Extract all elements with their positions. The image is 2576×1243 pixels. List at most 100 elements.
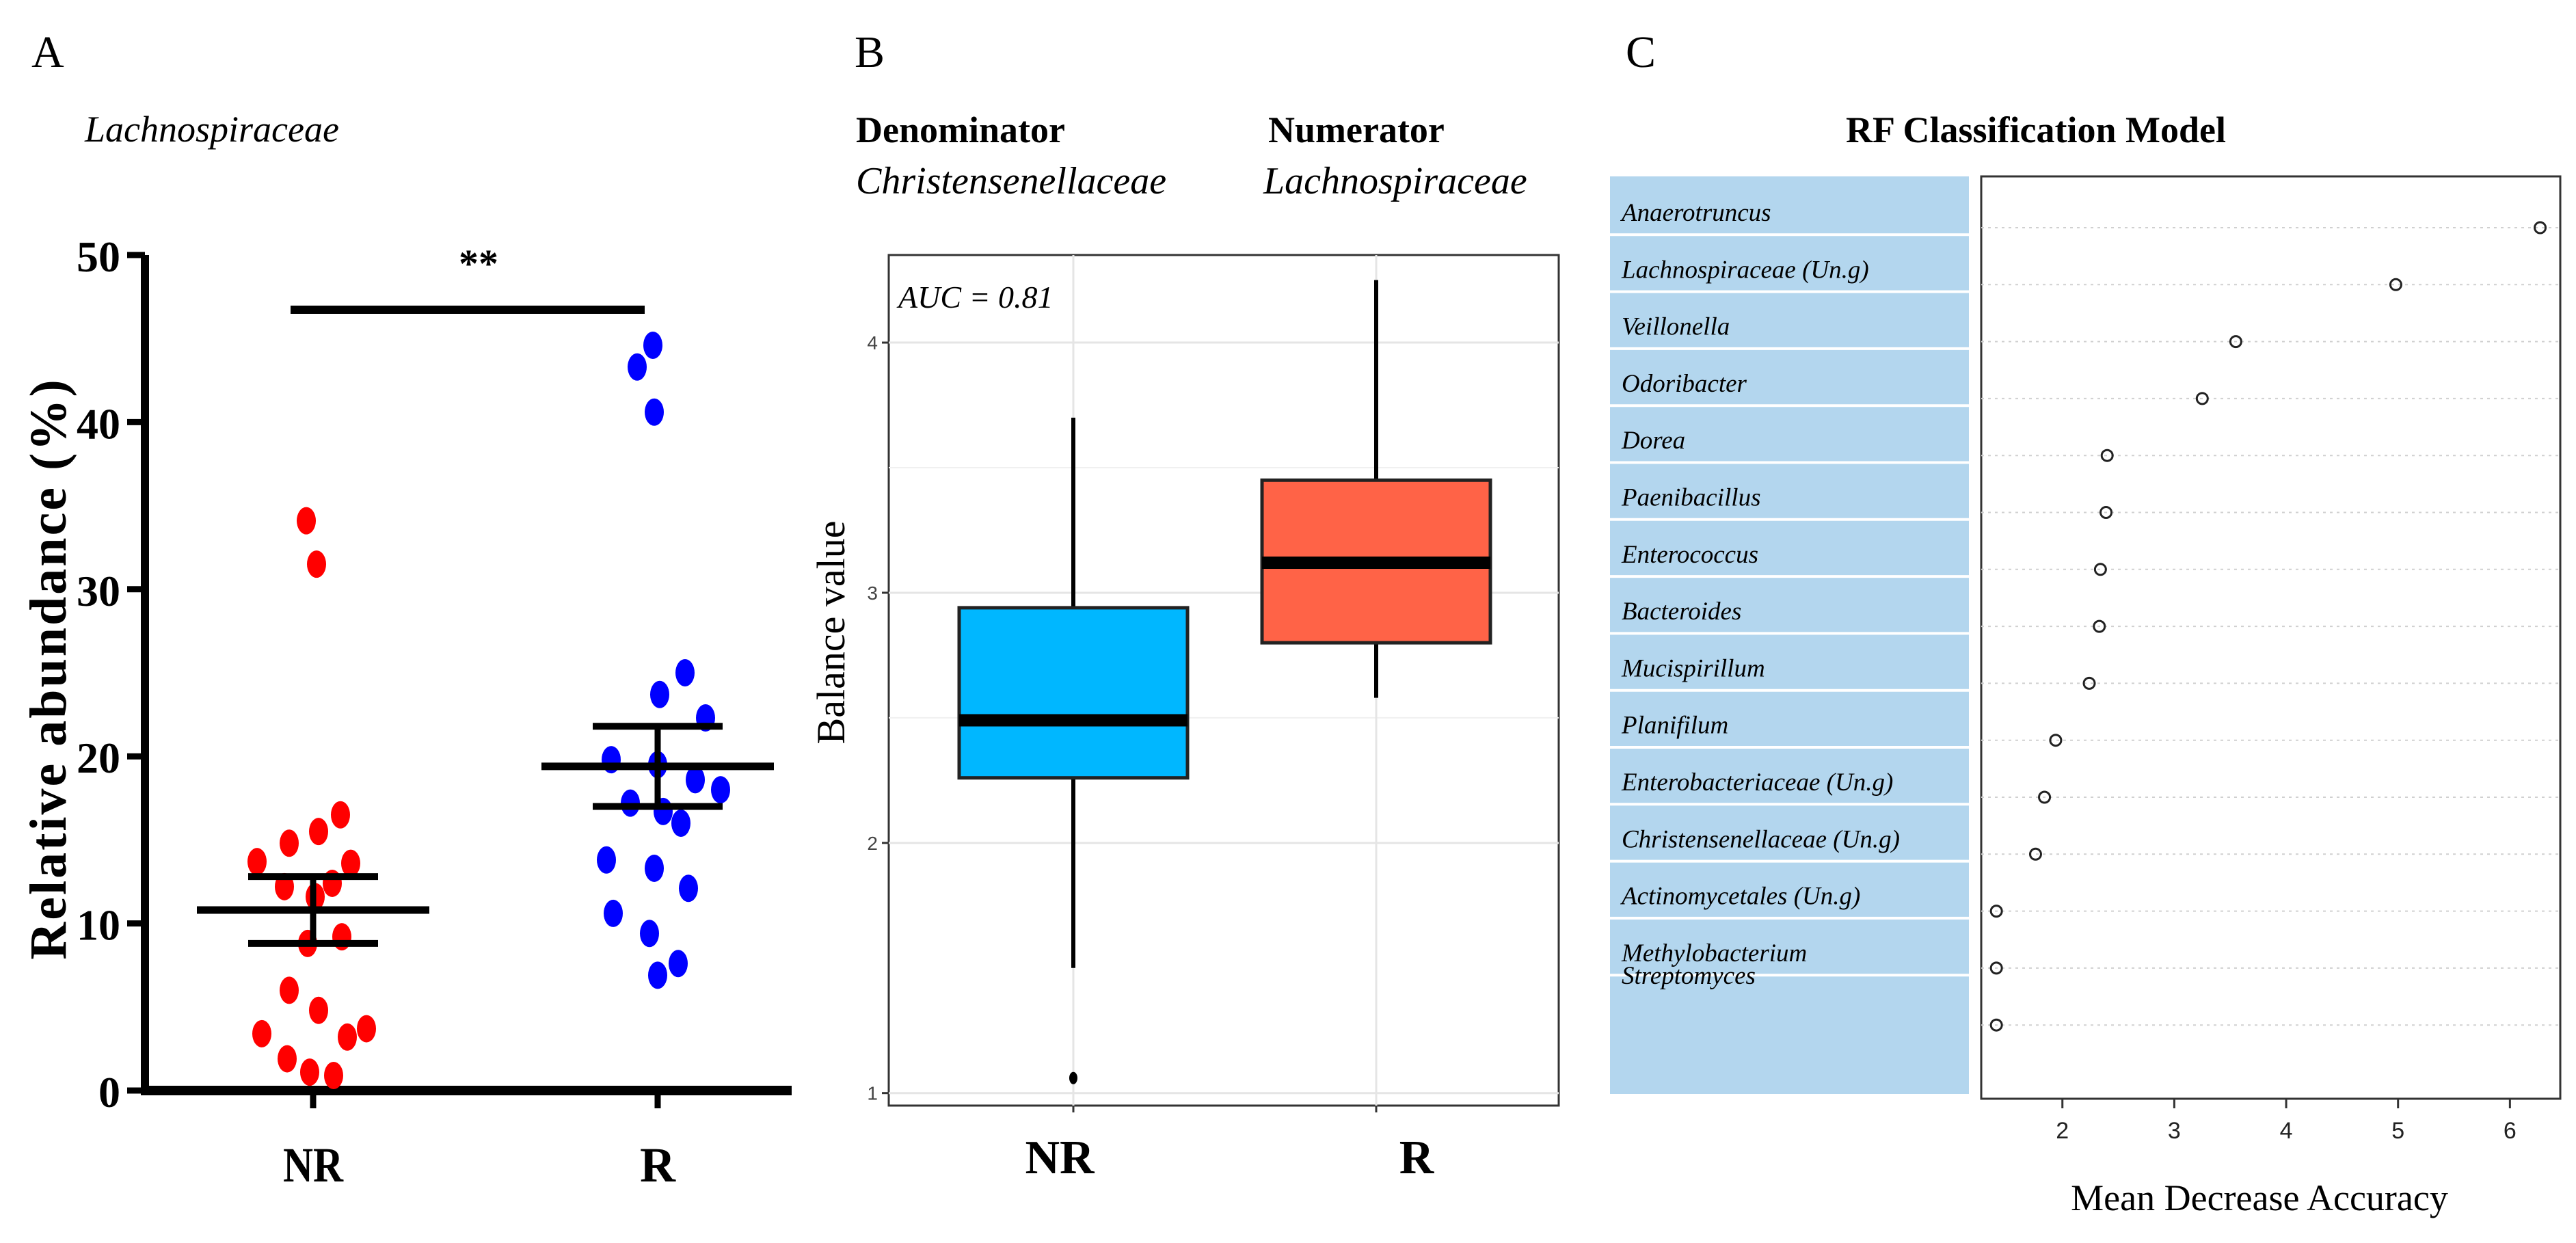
data-point-nr [247, 848, 267, 876]
y-tick-label: 30 [77, 567, 120, 615]
variable-label: Planifilum [1621, 712, 1728, 740]
variable-label: Streptomyces [1622, 962, 1756, 990]
importance-point [1989, 961, 2003, 975]
variable-label: Paenibacillus [1621, 484, 1760, 512]
data-point-nr [300, 1058, 319, 1086]
panel-c-xlabel: Mean Decrease Accuracy [2071, 1177, 2448, 1218]
x-tick-label: 3 [2168, 1118, 2181, 1144]
data-point-r [640, 920, 659, 948]
panel-b-xtick-nr: NR [1025, 1132, 1095, 1184]
importance-point [2229, 335, 2242, 349]
variable-label: Bacteroides [1622, 598, 1741, 626]
variable-label: Dorea [1621, 427, 1685, 455]
importance-point [2093, 563, 2107, 576]
data-point-nr [357, 1015, 376, 1043]
outlier-point [1069, 1071, 1077, 1084]
panel-a-xtick-r: R [640, 1138, 676, 1192]
variable-label: Veillonella [1622, 313, 1730, 341]
importance-point [2049, 734, 2063, 747]
significance-marker: ** [459, 241, 498, 286]
panel-c-title: RF Classification Model [1846, 109, 2226, 150]
data-point-nr [307, 550, 326, 578]
data-point-r [628, 353, 647, 381]
y-tick-label: 40 [77, 399, 120, 448]
x-tick-label: 6 [2504, 1118, 2517, 1144]
x-tick-label: 4 [2280, 1118, 2293, 1144]
numerator-label: Numerator [1268, 109, 1445, 150]
panel-b-chart: Denominator Christensenellaceae Numerato… [809, 109, 1560, 1184]
y-tick-label: 3 [867, 583, 878, 604]
y-tick-label: 20 [77, 734, 120, 782]
data-point-nr [309, 818, 328, 846]
data-point-nr [338, 1023, 357, 1051]
importance-point [2534, 221, 2547, 235]
importance-point [1989, 905, 2003, 918]
data-point-nr [278, 1045, 297, 1073]
y-tick-label: 50 [77, 232, 120, 281]
data-point-r [645, 398, 664, 426]
y-tick-label: 4 [867, 332, 878, 353]
variable-label: Methylobacterium [1621, 939, 1807, 967]
importance-point [2028, 847, 2042, 861]
variable-label: Enterobacteriaceae (Un.g) [1621, 768, 1893, 797]
data-point-nr [331, 801, 350, 829]
x-tick-label: 2 [2056, 1118, 2069, 1144]
importance-point [2100, 449, 2114, 462]
x-tick-label: 5 [2391, 1118, 2404, 1144]
data-point-r [645, 854, 664, 882]
variable-label: Anaerotruncus [1620, 199, 1771, 227]
variable-label: Actinomycetales (Un.g) [1620, 883, 1860, 911]
data-point-r [679, 874, 698, 903]
panel-a-ylabel: Relative abundance (%) [20, 377, 77, 959]
data-point-r [671, 809, 690, 837]
variable-label: Christensenellaceae (Un.g) [1622, 825, 1900, 853]
importance-point [2389, 278, 2402, 291]
variable-label: Enterococcus [1621, 541, 1758, 569]
denominator-label: Denominator [856, 109, 1065, 150]
importance-point [2038, 790, 2052, 804]
y-tick-label: 1 [867, 1083, 878, 1104]
variable-label-panel [1610, 176, 1969, 1094]
importance-point [2195, 392, 2209, 405]
panel-a-chart: Lachnospiraceae Relative abundance (%) *… [20, 109, 792, 1192]
data-point-r [686, 766, 705, 794]
data-point-nr [341, 849, 360, 877]
panel-a-xtick-nr: NR [283, 1138, 344, 1192]
data-point-nr [252, 1019, 271, 1047]
panel-c-chart: RF Classification Model Mean Decrease Ac… [1610, 109, 2562, 1218]
data-point-r [597, 846, 616, 874]
panel-b-xtick-r: R [1399, 1132, 1435, 1184]
data-point-r [643, 331, 662, 359]
box-nr [957, 606, 1190, 780]
denominator-taxon: Christensenellaceae [856, 160, 1166, 202]
variable-label: Mucispirillum [1621, 654, 1765, 682]
data-point-r [675, 659, 695, 686]
plot-area [1980, 175, 2562, 1100]
data-point-nr [309, 996, 328, 1024]
y-tick-label: 2 [867, 833, 878, 854]
data-point-r [650, 680, 669, 708]
panel-a-title: Lachnospiraceae [84, 109, 339, 150]
panel-b-ylabel: Balance value [809, 521, 853, 745]
y-tick-label: 10 [77, 901, 120, 950]
panel-label-b: B [855, 27, 885, 77]
importance-point [1989, 1018, 2003, 1032]
y-tick-label: 0 [98, 1068, 120, 1117]
data-point-nr [280, 829, 299, 857]
auc-annotation: AUC = 0.81 [896, 280, 1054, 315]
variable-label: Lachnospiraceae (Un.g) [1621, 256, 1869, 284]
panel-label-c: C [1626, 27, 1656, 77]
data-point-nr [324, 1062, 343, 1090]
data-point-r [648, 961, 667, 989]
data-point-r [669, 950, 688, 978]
data-point-nr [280, 976, 299, 1004]
data-point-r [604, 899, 623, 927]
importance-point [2093, 619, 2106, 633]
numerator-taxon: Lachnospiraceae [1263, 160, 1527, 202]
panel-label-a: A [31, 27, 64, 77]
importance-point [2082, 676, 2096, 690]
importance-point [2099, 506, 2113, 519]
data-point-r [711, 776, 730, 804]
variable-label: Odoribacter [1622, 370, 1747, 398]
